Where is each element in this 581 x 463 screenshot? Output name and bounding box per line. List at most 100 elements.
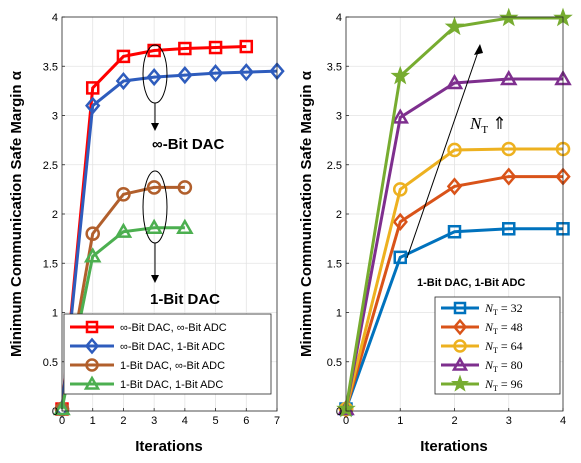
data-point bbox=[392, 212, 408, 231]
y-tick-label: 2.5 bbox=[43, 160, 58, 172]
x-tick-label: 4 bbox=[560, 415, 566, 427]
left-arrowhead-lower bbox=[151, 275, 159, 283]
y-tick-label: 2 bbox=[52, 209, 58, 221]
legend-marker bbox=[85, 358, 99, 372]
y-tick-label: 0.5 bbox=[43, 357, 58, 369]
legend-marker bbox=[451, 356, 469, 371]
legend-label: 1-Bit DAC, 1-Bit ADC bbox=[120, 379, 223, 391]
x-tick-label: 1 bbox=[397, 415, 403, 427]
legend-marker bbox=[450, 374, 470, 392]
legend-entry-1: ∞-Bit DAC, ∞-Bit ADC bbox=[70, 320, 227, 334]
data-point bbox=[445, 73, 464, 90]
data-point bbox=[499, 69, 518, 86]
x-tick-label: 0 bbox=[343, 415, 349, 427]
annotation-nt-increasing: NT ⇑ bbox=[469, 114, 507, 136]
y-tick-label: 3 bbox=[336, 111, 342, 123]
data-point bbox=[114, 222, 133, 238]
data-point bbox=[115, 71, 132, 91]
y-tick-label: 2.5 bbox=[327, 160, 342, 172]
legend-entry-5: NT = 96 bbox=[441, 374, 523, 393]
data-point bbox=[238, 63, 254, 82]
data-point bbox=[83, 247, 102, 263]
data-point bbox=[392, 182, 408, 197]
right-legend: NT = 32 NT = 48 NT = 64 NT = 80 NT = 96 bbox=[434, 296, 561, 395]
right-x-axis-label: Iterations bbox=[420, 438, 488, 455]
annotation-infinite-bit-dac: ∞-Bit DAC bbox=[152, 136, 225, 153]
legend-label: NT = 32 bbox=[484, 301, 523, 317]
right-chart-panel: 0 1 2 3 4 0 0.5 1 1.5 2 2.5 3 3.5 4 NT ⇑ 1-Bit DAC, 1… bbox=[298, 7, 573, 455]
data-point bbox=[502, 222, 516, 236]
y-tick-label: 0 bbox=[336, 406, 342, 418]
y-tick-label: 3 bbox=[52, 111, 58, 123]
data-point bbox=[239, 39, 254, 54]
series-line bbox=[344, 147, 563, 410]
x-tick-label: 2 bbox=[120, 415, 126, 427]
y-tick-label: 0.5 bbox=[327, 357, 342, 369]
data-point bbox=[145, 218, 163, 234]
y-tick-label: 1 bbox=[336, 308, 342, 320]
series-line bbox=[344, 175, 563, 410]
x-tick-label: 3 bbox=[151, 415, 157, 427]
y-tick-label: 1.5 bbox=[43, 258, 58, 270]
annotation-one-bit-dac-adc: 1-Bit DAC, 1-Bit ADC bbox=[417, 277, 525, 289]
legend-label: NT = 48 bbox=[484, 320, 523, 336]
left-arrowhead-upper bbox=[151, 123, 159, 131]
legend-marker bbox=[453, 339, 467, 353]
data-point bbox=[391, 108, 410, 124]
x-tick-label: 5 bbox=[213, 415, 219, 427]
legend-label: NT = 80 bbox=[484, 358, 523, 374]
series-line bbox=[344, 227, 563, 410]
y-tick-label: 4 bbox=[52, 12, 58, 24]
left-y-axis-label: Minimum Communication Safe Margin α bbox=[8, 70, 25, 357]
data-point bbox=[447, 224, 462, 239]
y-tick-label: 1 bbox=[52, 308, 58, 320]
series-line bbox=[60, 45, 247, 410]
data-point bbox=[444, 16, 465, 36]
data-point bbox=[116, 187, 131, 202]
data-point bbox=[446, 177, 463, 196]
right-trend-arrowhead bbox=[474, 44, 483, 55]
legend-label: ∞-Bit DAC, ∞-Bit ADC bbox=[120, 322, 227, 334]
data-point bbox=[53, 399, 71, 416]
legend-entry-2: ∞-Bit DAC, 1-Bit ADC bbox=[70, 337, 225, 355]
data-point bbox=[393, 250, 407, 265]
x-tick-label: 1 bbox=[90, 415, 96, 427]
legend-entry-3: 1-Bit DAC, ∞-Bit ADC bbox=[70, 358, 225, 372]
data-point bbox=[208, 40, 223, 55]
y-tick-label: 0 bbox=[52, 406, 58, 418]
data-point bbox=[207, 64, 224, 83]
legend-label: 1-Bit DAC, ∞-Bit ADC bbox=[120, 360, 225, 372]
data-point bbox=[85, 81, 100, 95]
legend-entry-2: NT = 48 bbox=[441, 318, 523, 336]
y-tick-label: 2 bbox=[336, 209, 342, 221]
data-point bbox=[447, 142, 462, 158]
legend-marker bbox=[452, 318, 468, 336]
left-tick-labels: 0 1 2 3 4 5 6 7 0 0.5 1 1.5 2 2.5 3 3.5 4 bbox=[43, 12, 280, 427]
data-point bbox=[146, 67, 162, 87]
data-point bbox=[176, 218, 194, 234]
data-point bbox=[501, 167, 517, 186]
x-tick-label: 0 bbox=[59, 415, 65, 427]
right-y-axis-label: Minimum Communication Safe Margin α bbox=[298, 70, 315, 357]
annotation-one-bit-dac: 1-Bit DAC bbox=[150, 291, 220, 308]
data-point bbox=[390, 65, 411, 85]
legend-entry-1: NT = 32 bbox=[441, 301, 523, 317]
x-tick-label: 4 bbox=[182, 415, 188, 427]
legend-entry-4: NT = 80 bbox=[441, 356, 523, 374]
legend-marker bbox=[83, 375, 101, 390]
series-line bbox=[344, 77, 563, 410]
series-4 bbox=[337, 69, 572, 416]
y-tick-label: 4 bbox=[336, 12, 342, 24]
legend-entry-4: 1-Bit DAC, 1-Bit ADC bbox=[70, 375, 223, 391]
data-point bbox=[85, 226, 101, 241]
data-point bbox=[178, 41, 192, 56]
y-tick-label: 3.5 bbox=[43, 61, 58, 73]
left-x-axis-label: Iterations bbox=[135, 438, 203, 455]
data-point bbox=[177, 180, 193, 195]
legend-label: ∞-Bit DAC, 1-Bit ADC bbox=[120, 341, 225, 353]
y-tick-label: 1.5 bbox=[327, 258, 342, 270]
data-point bbox=[501, 141, 517, 157]
data-point bbox=[177, 66, 193, 85]
x-tick-label: 3 bbox=[506, 415, 512, 427]
